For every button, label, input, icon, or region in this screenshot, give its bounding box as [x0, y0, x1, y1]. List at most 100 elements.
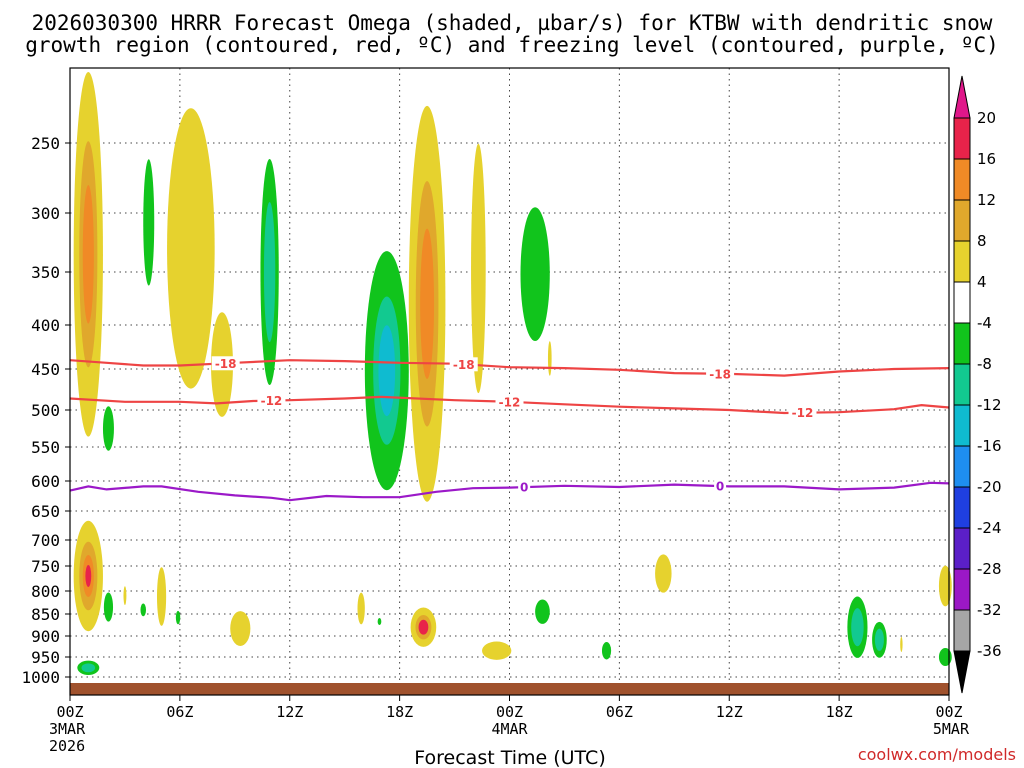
x-tick-label-36-0: 12Z	[716, 703, 743, 721]
contour-label-1-1: -12	[499, 395, 521, 409]
contour-label-2-0: 0	[520, 481, 528, 495]
omega-region-b9-yellow	[357, 592, 365, 625]
chart-title-line-1: 2026030300 HRRR Forecast Omega (shaded, …	[32, 11, 993, 35]
omega-region-b2-teal	[81, 663, 96, 673]
colorbar-label-7: -12	[977, 396, 1002, 414]
y-tick-label-300: 300	[31, 204, 60, 223]
omega-region-a8-yellow	[471, 143, 486, 394]
y-tick-label-900: 900	[31, 627, 60, 646]
x-axis-title: Forecast Time (UTC)	[414, 747, 605, 768]
y-tick-label-950: 950	[31, 648, 60, 667]
contour-line-0	[69, 359, 950, 377]
contour-label-1-2: -12	[792, 406, 814, 420]
omega-region-a7-orange	[420, 228, 435, 380]
colorbar-label-2: 12	[977, 191, 996, 209]
contour-label-bg-0-0	[211, 356, 240, 371]
colorbar-swatch-7	[953, 404, 971, 447]
x-tick-label-24-0: 00Z	[496, 703, 523, 721]
x-tick-label-48-1: 5MAR	[933, 720, 970, 738]
colorbar-swatch-0	[953, 117, 971, 160]
x-tick-label-18-0: 18Z	[386, 703, 413, 721]
omega-region-b15-yellow	[655, 554, 672, 593]
contour-label-0-0: -18	[215, 357, 237, 371]
x-tick-label-0-1: 3MAR	[49, 720, 86, 738]
contour-label-bg-0-2	[706, 366, 735, 381]
colorbar-label-8: -16	[977, 437, 1002, 455]
y-tick-label-350: 350	[31, 263, 60, 282]
omega-region-a1-orange	[82, 185, 94, 324]
x-tick-label-24-1: 4MAR	[491, 720, 528, 738]
omega-region-b19-yellow	[938, 565, 952, 607]
y-tick-label-550: 550	[31, 438, 60, 457]
omega-region-b13-green	[535, 599, 550, 624]
x-tick-label-6-0: 06Z	[166, 703, 193, 721]
y-tick-label-600: 600	[31, 472, 60, 491]
colorbar-label-0: 20	[977, 109, 996, 127]
colorbar-top-arrow	[953, 75, 971, 119]
y-tick-label-750: 750	[31, 557, 60, 576]
contour-label-bg-1-1	[495, 394, 524, 409]
omega-region-a2-green	[143, 159, 155, 286]
colorbar-label-3: 8	[977, 232, 987, 250]
surface-terrain-bar	[70, 683, 949, 695]
contour-label-bg-0-1	[449, 357, 478, 372]
omega-region-b12-yellow	[482, 641, 512, 660]
omega-region-a10-yellow	[547, 341, 552, 376]
omega-region-b1-red	[85, 564, 92, 588]
contour-label-0-2: -18	[709, 367, 731, 381]
colorbar-label-9: -20	[977, 478, 1002, 496]
colorbar-swatch-4	[953, 281, 971, 324]
omega-region-b4-yellow	[123, 586, 127, 605]
y-tick-label-400: 400	[31, 316, 60, 335]
colorbar-swatch-5	[953, 322, 971, 365]
y-tick-label-800: 800	[31, 582, 60, 601]
contour-label-1-0: -12	[261, 394, 283, 408]
omega-region-b5-green	[140, 603, 146, 617]
omega-region-b8-yellow	[230, 611, 251, 646]
omega-region-b18-yellow	[900, 636, 903, 652]
x-tick-label-42-0: 18Z	[826, 703, 853, 721]
contour-label-2-1: 0	[716, 480, 724, 494]
omega-region-b16-teal	[851, 608, 864, 647]
colorbar-swatch-9	[953, 486, 971, 529]
colorbar-swatch-10	[953, 527, 971, 570]
omega-region-b7-green	[175, 610, 181, 625]
x-tick-label-48-0: 00Z	[935, 703, 962, 721]
colorbar-swatch-12	[953, 609, 971, 652]
omega-colorbar: 20 16 12 8 4 -4 -8 -12 -16 -20 -24 -28 -32 -36	[953, 75, 1002, 694]
colorbar-swatch-8	[953, 445, 971, 488]
contour-label-bg-2-0	[518, 480, 531, 495]
colorbar-label-12: -32	[977, 601, 1002, 619]
contour-label-bg-2-1	[714, 479, 727, 494]
pressure-axis: 250 300 350 400 450 500 550 600 650 700 750 800 850 9…	[21, 134, 70, 687]
colorbar-swatch-6	[953, 363, 971, 406]
chart-title-line-2: growth region (contoured, red, ºC) and f…	[25, 33, 999, 57]
colorbar-label-6: -8	[977, 355, 992, 373]
contour-line-2	[69, 481, 950, 502]
x-tick-label-12-0: 12Z	[276, 703, 303, 721]
y-tick-label-450: 450	[31, 360, 60, 379]
y-tick-label-850: 850	[31, 605, 60, 624]
y-tick-label-650: 650	[31, 502, 60, 521]
colorbar-swatch-1	[953, 158, 971, 201]
x-tick-label-30-0: 06Z	[606, 703, 633, 721]
y-tick-label-500: 500	[31, 401, 60, 420]
contour-label-bg-1-2	[788, 405, 817, 420]
omega-region-a6-cyan	[378, 325, 396, 417]
omega-region-b10-green	[377, 617, 382, 625]
colorbar-label-11: -28	[977, 560, 1002, 578]
x-tick-label-0-2: 2026	[49, 737, 85, 755]
contour-label-bg-1-0	[257, 393, 286, 408]
y-tick-label-250: 250	[31, 134, 60, 153]
x-tick-label-0-0: 00Z	[56, 703, 83, 721]
colorbar-label-1: 16	[977, 150, 996, 168]
omega-region-b3-green	[103, 592, 114, 622]
omega-region-a3-yellow	[167, 108, 215, 389]
temperature-contours: -18 -18 -18 -12 -12 -12 0 0	[69, 356, 950, 502]
omega-region-b14-green	[601, 641, 612, 660]
contour-label-0-1: -18	[453, 358, 475, 372]
omega-region-b6-yellow	[156, 567, 167, 626]
omega-region-b20-green	[938, 647, 952, 667]
